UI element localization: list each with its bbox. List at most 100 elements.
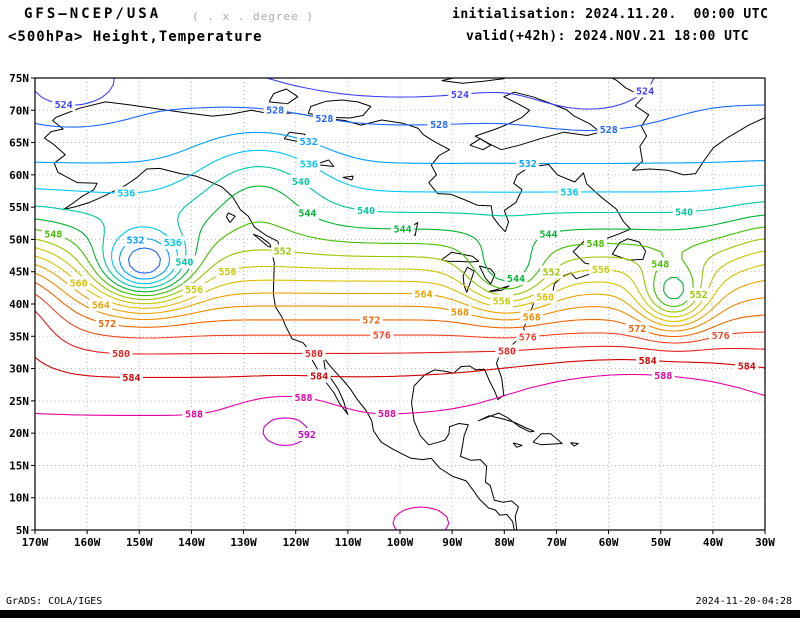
lat-tick-label: 75N xyxy=(9,72,29,85)
contour-label: 572 xyxy=(98,319,116,330)
coastline xyxy=(512,442,523,448)
coastline xyxy=(469,138,492,151)
coastline xyxy=(342,175,354,181)
model-title: GFS—NCEP/USA xyxy=(24,6,162,22)
contour-label-bg xyxy=(448,305,472,319)
contour-label: 548 xyxy=(651,259,669,270)
contour-label: 576 xyxy=(373,331,391,342)
contour-label-bg xyxy=(584,237,608,251)
contour-line-540 xyxy=(35,166,765,289)
lat-tick-label: 35N xyxy=(9,330,29,343)
resolution-note: ( . x . degree ) xyxy=(192,10,314,23)
lon-tick-label: 120W xyxy=(282,536,309,549)
contour-label: 580 xyxy=(305,349,323,360)
lat-tick-label: 15N xyxy=(9,459,29,472)
contour-label-bg xyxy=(119,370,143,384)
contour-label: 540 xyxy=(357,206,375,217)
contour-label: 552 xyxy=(274,246,292,257)
contour-label-bg xyxy=(557,185,581,199)
contour-label: 524 xyxy=(636,86,654,97)
contour-label: 524 xyxy=(451,90,469,101)
lat-tick-label: 5N xyxy=(16,524,29,537)
contour-label: 588 xyxy=(185,410,203,421)
contour-label: 556 xyxy=(592,265,610,276)
lon-tick-label: 140W xyxy=(178,536,205,549)
contour-label-bg xyxy=(124,233,148,247)
contour-label: 588 xyxy=(654,371,672,382)
contour-label-bg xyxy=(297,157,321,171)
contour-label-bg xyxy=(633,84,657,98)
contour-label: 572 xyxy=(628,324,646,335)
contour-label-bg xyxy=(109,347,133,361)
contour-label-bg xyxy=(589,263,613,277)
contour-line-568 xyxy=(35,272,765,332)
contour-label-bg xyxy=(354,204,378,218)
contour-label-bg xyxy=(709,329,733,343)
contour-label: 556 xyxy=(218,267,236,278)
lat-tick-label: 10N xyxy=(9,492,29,505)
map-frame xyxy=(34,77,766,531)
contour-label: 568 xyxy=(451,308,469,319)
contour-label-bg xyxy=(651,369,675,383)
lat-tick-label: 25N xyxy=(9,395,29,408)
coastline xyxy=(225,212,236,223)
contour-label: 532 xyxy=(300,137,318,148)
contour-label-bg xyxy=(448,87,472,101)
contour-label: 584 xyxy=(738,361,756,372)
lon-tick-label: 160W xyxy=(74,536,101,549)
contour-label-bg xyxy=(114,186,138,200)
contour-label-bg xyxy=(215,265,239,279)
lon-tick-label: 100W xyxy=(387,536,414,549)
contour-label: 548 xyxy=(587,239,605,250)
contour-label-bg xyxy=(67,276,91,290)
contour-label-bg xyxy=(516,156,540,170)
contour-label-bg xyxy=(271,244,295,258)
lat-tick-label: 20N xyxy=(9,427,29,440)
contour-label-bg xyxy=(89,298,113,312)
field-title: <500hPa> Height,Temperature xyxy=(8,29,263,45)
contour-label: 528 xyxy=(315,114,333,125)
valid-time: valid(+42h): 2024.NOV.21 18:00 UTC xyxy=(466,29,750,44)
coastline xyxy=(440,251,480,263)
contour-label: 544 xyxy=(298,208,316,219)
contour-label-bg xyxy=(370,328,394,342)
contour-label: 536 xyxy=(164,238,182,249)
contour-label-bg xyxy=(295,206,319,220)
lon-tick-label: 80W xyxy=(494,536,514,549)
contour-label-bg xyxy=(172,255,196,269)
lon-tick-label: 50W xyxy=(651,536,671,549)
contour-label-bg xyxy=(672,205,696,219)
contour-label: 548 xyxy=(44,229,62,240)
contour-label-bg xyxy=(735,359,759,373)
contour-label-bg xyxy=(597,123,621,137)
contour-label-bg xyxy=(391,222,415,236)
lon-tick-label: 150W xyxy=(126,536,153,549)
coastline xyxy=(268,88,299,105)
contour-label-bg xyxy=(161,236,185,250)
contour-label-bg xyxy=(289,174,313,188)
contour-label-bg xyxy=(182,407,206,421)
contour-label: 588 xyxy=(378,409,396,420)
lon-tick-label: 70W xyxy=(546,536,566,549)
lon-tick-label: 170W xyxy=(22,536,49,549)
contour-label: 556 xyxy=(185,285,203,296)
contour-label-bg xyxy=(302,346,326,360)
contour-label-bg xyxy=(295,428,319,442)
contour-label-bg xyxy=(182,283,206,297)
coastline xyxy=(570,442,579,447)
contour-label: 556 xyxy=(493,296,511,307)
contour-label-bg xyxy=(297,135,321,149)
contour-label: 544 xyxy=(539,229,557,240)
contour-label: 552 xyxy=(690,290,708,301)
contour-label-bg xyxy=(636,353,660,367)
coastline xyxy=(532,433,563,446)
coastline xyxy=(283,131,306,143)
contour-label: 540 xyxy=(292,177,310,188)
coastline xyxy=(43,101,631,530)
contour-label: 560 xyxy=(70,278,88,289)
lon-tick-label: 40W xyxy=(703,536,723,549)
lon-tick-label: 130W xyxy=(230,536,257,549)
contour-line-536 xyxy=(35,149,765,285)
creation-timestamp: 2024-11-20-04:28 xyxy=(695,596,792,607)
